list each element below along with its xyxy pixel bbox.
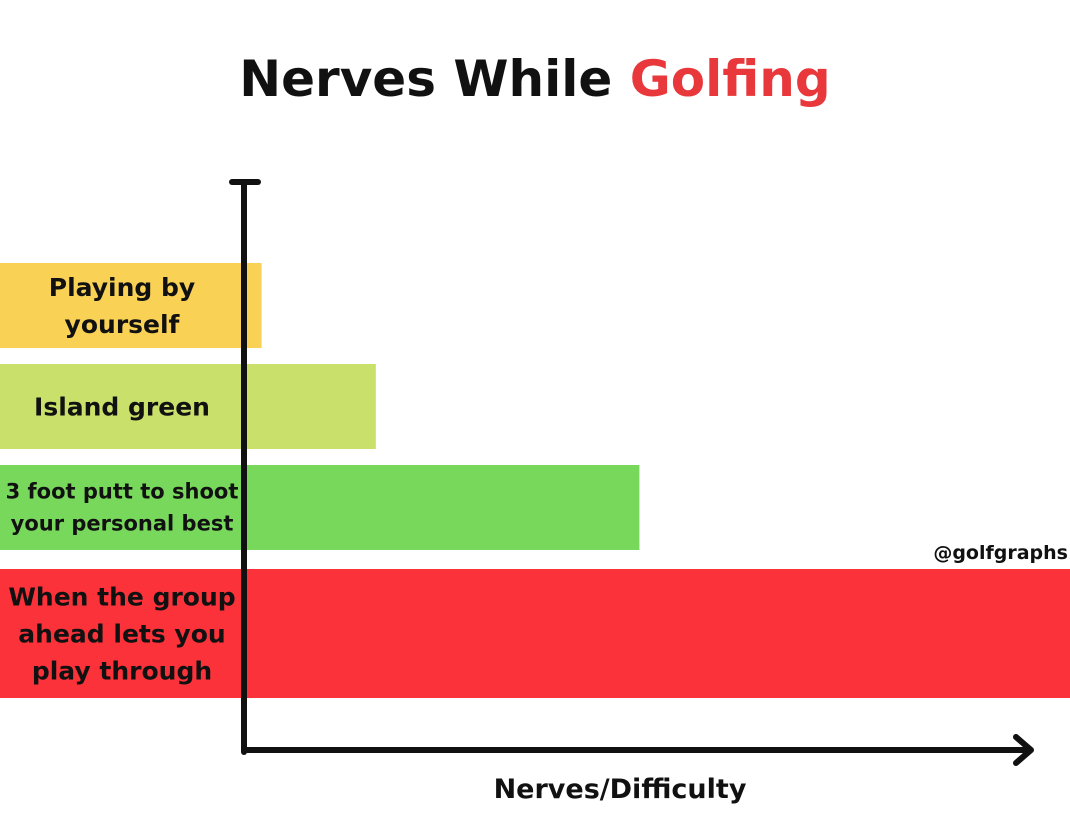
category-label-line: Playing by bbox=[49, 273, 195, 302]
bar bbox=[244, 364, 376, 449]
category-label-line: your personal best bbox=[11, 512, 234, 536]
bars-group bbox=[0, 263, 1070, 698]
bar-labels-group: Playing by yourself Island green 3 foot put… bbox=[6, 273, 239, 686]
bar bbox=[244, 569, 1070, 698]
category-label: When the group ahead lets you play through bbox=[8, 583, 235, 686]
credit-annotation: @golfgraphs bbox=[933, 542, 1068, 564]
category-label-line: yourself bbox=[65, 310, 181, 339]
x-axis-label: Nerves/Difficulty bbox=[494, 774, 747, 805]
category-label-line: ahead lets you bbox=[18, 620, 225, 649]
category-label-line: When the group bbox=[8, 583, 235, 612]
category-label: 3 foot putt to shoot your personal best bbox=[6, 480, 239, 536]
category-label-line: play through bbox=[32, 657, 212, 686]
bar-label-block bbox=[0, 465, 244, 550]
bar-label-block bbox=[0, 364, 244, 449]
bar-label-block bbox=[0, 263, 244, 348]
chart-title-part-1: Golfing bbox=[630, 50, 831, 108]
chart-title-part-0: Nerves While bbox=[239, 50, 629, 108]
category-label: Island green bbox=[34, 393, 210, 422]
bar bbox=[244, 263, 262, 348]
x-axis-arrow-icon bbox=[1013, 734, 1034, 766]
category-label-line: Island green bbox=[34, 393, 210, 422]
bar-label-block bbox=[0, 569, 244, 698]
bar bbox=[244, 465, 640, 550]
category-label: Playing by yourself bbox=[49, 273, 195, 339]
category-label-line: 3 foot putt to shoot bbox=[6, 480, 239, 504]
chart-title: Nerves While Golfing bbox=[239, 50, 830, 108]
